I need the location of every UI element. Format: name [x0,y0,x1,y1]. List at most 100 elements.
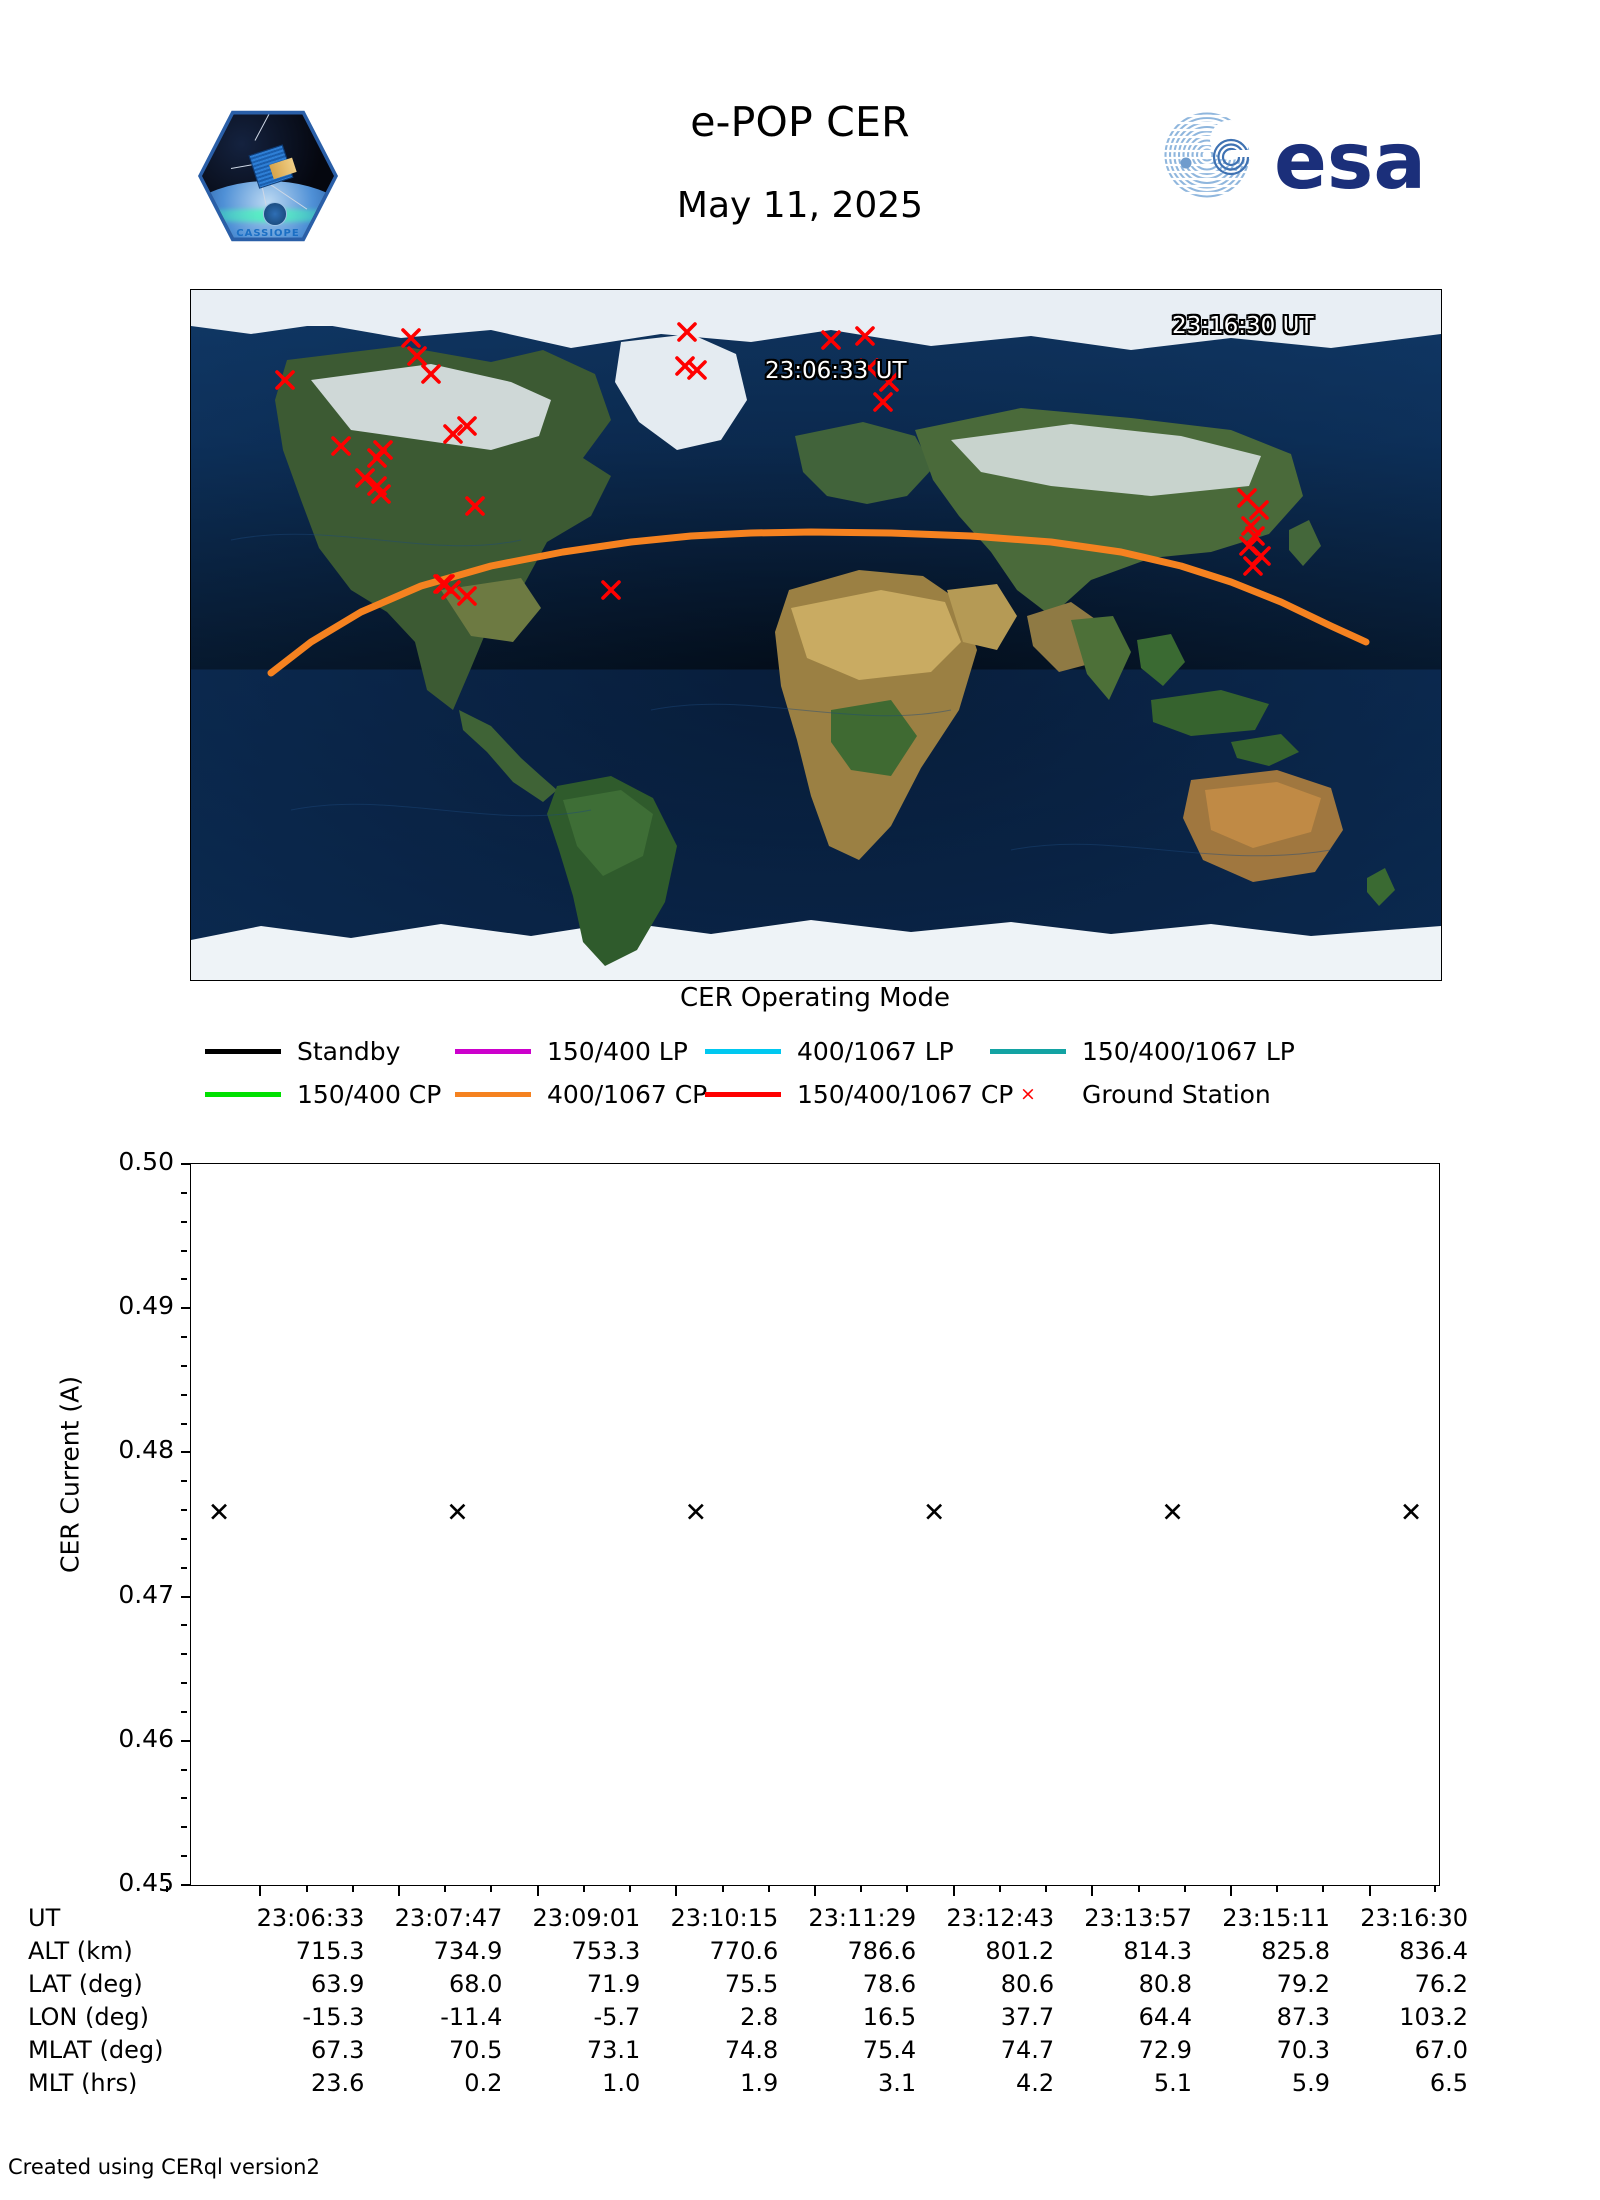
legend-label: 400/1067 LP [797,1037,954,1066]
table-cell: 74.8 [724,2035,779,2064]
table-cell: 67.3 [311,2035,365,2064]
legend-label: Standby [297,1037,401,1066]
legend-swatch [205,1049,281,1054]
y-axis-label: CER Current (A) [55,1375,85,1574]
y-axis-minor-tick [181,1768,187,1771]
y-axis-tick [181,1884,191,1886]
y-axis-tick [181,1163,191,1165]
legend-item-400-1067-lp: 400/1067 LP [705,1037,990,1066]
table-cell: 3.1 [878,2068,917,2097]
legend-label: 150/400 CP [297,1080,442,1109]
cassiope-mission-logo: CASSIOPE [198,108,338,244]
table-cell: 103.2 [1399,2002,1468,2031]
data-point-marker: ✕ [207,1497,231,1529]
y-axis-minor-tick [181,1797,187,1800]
table-cell: 753.3 [571,1936,641,1965]
legend-row: Standby 150/400 LP 400/1067 LP 150/400/1… [205,1030,1435,1073]
table-cell: 70.5 [448,2035,503,2064]
satellite-ground-track [267,528,1370,677]
y-axis-minor-tick [181,1336,187,1339]
legend-label: Ground Station [1082,1080,1271,1109]
table-cell: 80.6 [1000,1969,1055,1998]
table-row: UT 23:06:33 23:07:47 23:09:01 23:10:15 23:11:… [28,1901,1468,1934]
table-row: MLAT (deg) 67.3 70.5 73.1 74.8 75.4 74.7 72.9 70… [28,2033,1468,2066]
table-cell: 71.9 [586,1969,641,1998]
x-axis-minor-tick [860,1886,863,1892]
table-cell: 1.0 [602,2068,641,2097]
legend-label: 150/400/1067 LP [1082,1037,1295,1066]
x-axis-minor-tick [767,1886,770,1892]
table-cell: 0.2 [464,2068,503,2097]
world-map-panel [190,289,1442,981]
table-cell: 715.3 [295,1936,365,1965]
x-axis-tick [1091,1886,1094,1896]
table-cell: 68.0 [448,1969,503,1998]
table-cell: 23:16:30 [1360,1903,1468,1932]
y-axis-minor-tick [181,1653,187,1656]
y-axis-minor-tick [181,1566,187,1569]
x-axis-tick [952,1886,955,1896]
y-axis-tick-label: 0.49 [118,1291,174,1321]
legend-caption: CER Operating Mode [679,983,950,1013]
legend-item-standby: Standby [205,1037,455,1066]
y-axis-minor-tick [181,1682,187,1685]
legend-item-150-400-1067-lp: 150/400/1067 LP [990,1037,1295,1066]
y-axis-tick [181,1739,191,1742]
legend-item-150-400-lp: 150/400 LP [455,1037,705,1066]
table-cell: 770.6 [709,1936,779,1965]
table-row-label: MLAT (deg) [28,2035,164,2064]
y-axis-tick [181,1307,191,1310]
table-cell: 23:13:57 [1084,1903,1193,1932]
x-axis-minor-tick [490,1886,493,1892]
table-cell: 23:11:29 [808,1903,917,1932]
table-row: ALT (km) 715.3 734.9 753.3 770.6 786.6 801.2 81… [28,1934,1468,1967]
table-cell: 23:09:01 [532,1903,641,1932]
y-axis-minor-tick [181,1855,187,1858]
x-axis-minor-tick [305,1886,308,1892]
footer-credit: Created using CERql version2 [8,2155,320,2179]
table-cell: 64.4 [1138,2002,1193,2031]
data-point-marker: ✕ [446,1497,469,1529]
cer-current-plot [190,1163,1440,1886]
legend-item-400-1067-cp: 400/1067 CP [455,1080,708,1109]
table-cell: 814.3 [1123,1936,1193,1965]
y-axis-minor-tick [181,1537,187,1540]
legend-row: 150/400 CP 400/1067 CP 150/400/1067 CP ×… [205,1073,1435,1116]
ground-station-icon: × [1020,1083,1036,1105]
table-cell: 836.4 [1399,1936,1468,1965]
table-cell: 76.2 [1414,1969,1468,1998]
y-axis-minor-tick [181,1191,187,1194]
legend-swatch [205,1092,281,1097]
y-axis-minor-tick [181,1826,187,1829]
legend-swatch [705,1092,781,1097]
table-cell: 2.8 [740,2002,779,2031]
legend-label: 150/400/1067 CP [797,1080,1014,1109]
table-cell: 75.5 [724,1969,779,1998]
table-row-label: LON (deg) [28,2002,149,2031]
x-axis-minor-tick [1183,1886,1186,1892]
legend-item-150-400-1067-cp: 150/400/1067 CP [705,1080,1013,1109]
y-axis-minor-tick [181,1220,187,1223]
x-axis-minor-tick [444,1886,447,1892]
y-axis-minor-tick [181,1422,187,1425]
data-point-marker: ✕ [1161,1497,1184,1529]
table-cell: 37.7 [1000,2002,1055,2031]
table-row-label: LAT (deg) [28,1969,143,1998]
x-axis-tick [814,1886,816,1896]
table-row: LAT (deg) 63.9 68.0 71.9 75.5 78.6 80.6 80.8 79.… [28,1967,1468,2000]
y-axis-tick [181,1451,191,1454]
table-cell: 79.2 [1276,1969,1330,1998]
x-axis-minor-tick [1045,1886,1048,1892]
x-axis-tick [1368,1886,1371,1896]
table-cell: 23:12:43 [946,1903,1055,1932]
x-axis-minor-tick [998,1886,1001,1892]
legend-label: 400/1067 CP [547,1080,708,1109]
x-axis-minor-tick [1322,1886,1325,1892]
table-row-label: ALT (km) [28,1936,133,1965]
x-axis-minor-tick [906,1886,909,1892]
table-row: MLT (hrs) 23.6 0.2 1.0 1.9 3.1 4.2 5.1 5.9 6.5 [28,2066,1468,2099]
table-cell: 23:06:33 [256,1903,365,1932]
y-axis-minor-tick [181,1710,187,1713]
table-cell: 23:15:11 [1222,1903,1330,1932]
table-cell: -11.4 [440,2002,503,2031]
